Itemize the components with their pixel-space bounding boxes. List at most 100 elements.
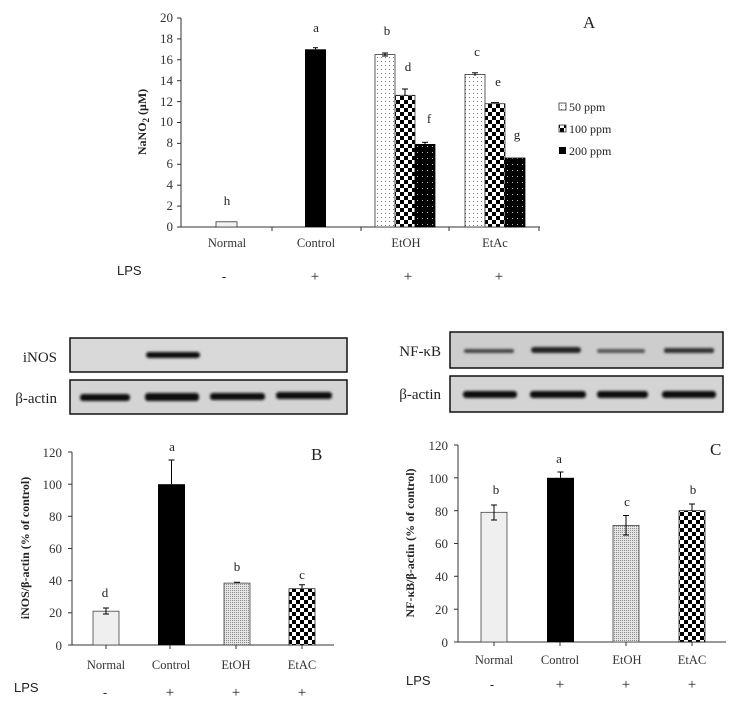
panel-c-y-ticks [454,444,693,646]
svg-text:14: 14 [160,73,174,88]
svg-text:-: - [490,677,494,692]
bar-a-etac-100ppm [484,103,506,228]
panel-b-y-axis-label: iNOS/β-actin (% of control) [18,477,32,619]
svg-text:80: 80 [435,504,448,519]
svg-text:80: 80 [49,509,62,524]
svg-text:60: 60 [435,536,448,551]
bar-c-etoh [612,525,640,643]
svg-text:EtOH: EtOH [221,658,250,672]
svg-text:Control: Control [152,658,191,672]
blot-c: NF-κB β-actin [399,331,724,413]
blot-b-inos-label: iNOS [23,350,57,366]
svg-text:EtAc: EtAc [482,236,508,250]
legend-swatch-200ppm [559,147,566,154]
panel-a-x-ticks [271,227,540,231]
bar-a-etac-200ppm [504,157,526,228]
svg-text:+: + [232,685,240,701]
svg-text:-: - [222,269,226,284]
svg-text:a: a [556,451,562,466]
bar-a-control [305,49,326,227]
panel-c-lps-label: LPS [406,673,431,688]
svg-text:+: + [166,685,174,701]
panel-b-lps-label: LPS [14,680,39,695]
bar-a-etoh-50ppm [374,54,396,228]
svg-text:e: e [495,74,501,89]
svg-text:a: a [313,20,319,35]
blot-b-actin-bands [80,392,332,401]
svg-text:4: 4 [167,177,174,192]
panel-b-label: B [311,445,322,464]
legend-swatch-50ppm [558,102,567,111]
svg-text:Normal: Normal [208,236,247,250]
svg-text:18: 18 [160,31,173,46]
panel-c-x-tick-labels: Normal Control EtOH EtAC [475,653,706,667]
svg-text:120: 120 [429,438,449,453]
svg-text:b: b [493,482,500,497]
svg-text:100: 100 [43,477,63,492]
svg-text:20: 20 [435,602,448,617]
panel-a-significance-letters: h a b d f c e g [224,20,521,208]
svg-text:40: 40 [49,573,62,588]
svg-text:10: 10 [160,114,173,129]
panel-c-significance-letters: b a c b [493,451,697,509]
bar-b-control [158,484,185,645]
svg-text:+: + [495,269,503,285]
blot-c-actin-bands [463,391,716,398]
panel-c-lps-values: - + + + [490,677,696,693]
svg-text:16: 16 [160,52,174,67]
panel-b-y-ticks [68,451,303,649]
panel-b-lps-values: - + + + [103,685,306,701]
svg-text:2: 2 [167,198,174,213]
svg-text:Control: Control [541,653,580,667]
svg-text:+: + [622,677,630,693]
svg-text:EtOH: EtOH [391,236,420,250]
svg-text:0: 0 [442,635,449,650]
panel-a-legend: 50 ppm 100 ppm 200 ppm [558,100,612,158]
panel-c-label: C [710,440,721,459]
blot-c-nfkb-label: NF-κB [399,344,441,360]
blot-c-nfkb-bands [464,347,714,353]
bar-a-etac-50ppm [464,74,486,228]
bar-a-etoh-200ppm [414,143,436,228]
svg-text:8: 8 [167,135,174,150]
svg-text:+: + [556,677,564,693]
svg-text:g: g [514,127,521,142]
svg-text:d: d [102,585,109,600]
svg-text:Control: Control [297,236,336,250]
svg-text:0: 0 [56,638,63,653]
svg-text:+: + [298,685,306,701]
band-inos-control [146,352,200,358]
legend-label-200ppm: 200 ppm [569,144,612,158]
panel-b-x-tick-labels: Normal Control EtOH EtAC [87,658,316,672]
bar-c-normal [480,511,508,643]
svg-text:c: c [299,567,305,582]
bar-b-etac [288,588,316,646]
svg-text:EtOH: EtOH [612,653,641,667]
svg-text:f: f [427,111,432,126]
bar-c-etac [678,510,706,643]
svg-text:12: 12 [160,94,173,109]
svg-text:b: b [690,482,697,497]
bar-a-etoh-100ppm [394,94,416,228]
panel-c-y-tick-labels: 0 20 40 60 80 100 120 [429,438,449,650]
svg-text:20: 20 [160,10,173,25]
panel-a-chart: A NaNO2 (μM) 0 2 4 6 8 10 12 14 16 18 20 [117,10,612,285]
bar-c-control [547,477,574,642]
legend-label-100ppm: 100 ppm [569,122,612,136]
bar-b-normal [92,610,120,646]
svg-text:b: b [234,559,241,574]
blot-c-actin-label: β-actin [399,387,441,403]
svg-text:d: d [405,59,412,74]
svg-text:40: 40 [435,569,448,584]
panel-b-chart: B iNOS/β-actin (% of control) 0 20 40 60… [14,439,334,701]
panel-a-lps-label: LPS [117,263,142,278]
blot-b-inos-panel [69,337,348,373]
svg-text:60: 60 [49,541,62,556]
svg-text:+: + [688,677,696,693]
svg-text:a: a [169,439,175,454]
svg-text:100: 100 [429,471,449,486]
svg-text:20: 20 [49,605,62,620]
svg-text:c: c [474,44,480,59]
legend-label-50ppm: 50 ppm [569,100,606,114]
